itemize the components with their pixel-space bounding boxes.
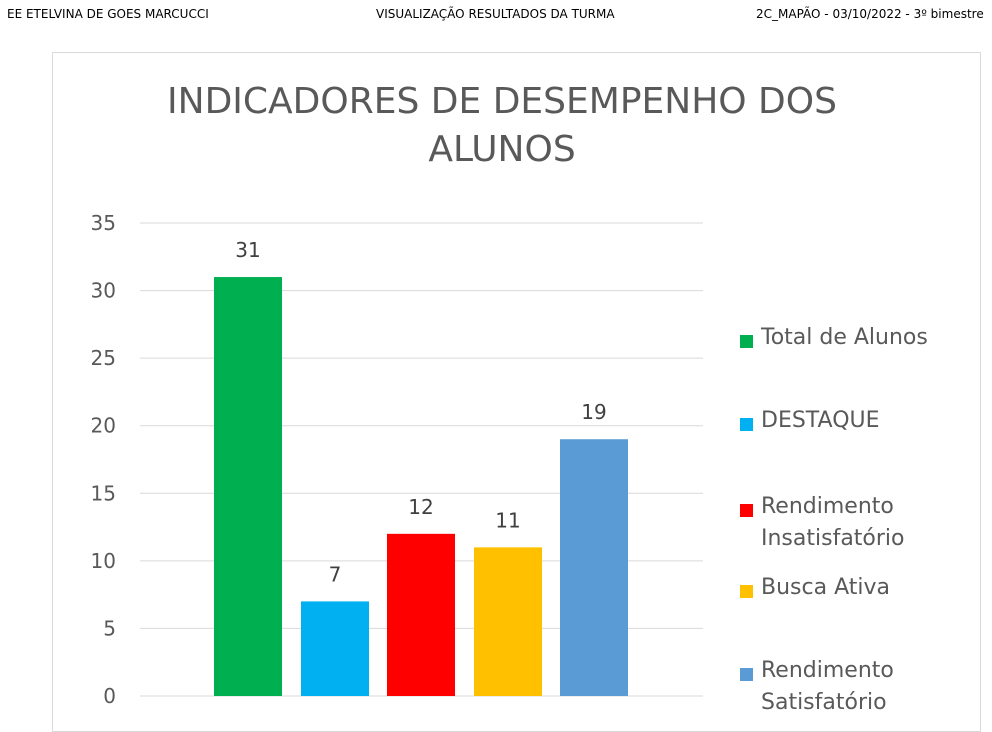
header-school-name: EE ETELVINA DE GOES MARCUCCI [7,7,209,21]
bar-0 [214,277,282,696]
chart-title-line2: ALUNOS [428,129,576,170]
legend-swatch-2 [740,504,753,517]
bar-4 [560,439,628,696]
legend-label-2: Rendimento Insatisfatório [761,494,905,551]
y-tick-label-35: 35 [91,211,116,235]
y-tick-label-5: 5 [103,616,116,640]
y-tick-label-15: 15 [91,481,116,505]
legend-label-3: Busca Ativa [761,575,890,600]
legend-label-4: Rendimento Satisfatório [761,658,894,715]
header-report-info: 2C_MAPÃO - 03/10/2022 - 3º bimestre [756,7,984,21]
legend-label-1: DESTAQUE [761,408,880,433]
y-tick-label-20: 20 [91,414,116,438]
bar-2 [387,533,455,696]
data-label-4: 19 [581,400,606,424]
chart-title-line1: INDICADORES DE DESEMPENHO DOS [167,81,837,122]
data-label-2: 12 [408,495,433,519]
chart-title: INDICADORES DE DESEMPENHO DOS ALUNOS [0,78,992,174]
y-tick-label-30: 30 [91,279,116,303]
legend-swatch-1 [740,418,753,431]
legend-swatch-3 [740,585,753,598]
bar-1 [301,601,369,696]
data-label-1: 7 [329,562,342,586]
y-tick-label-25: 25 [91,346,116,370]
bar-3 [474,547,542,696]
data-label-0: 31 [235,238,260,262]
y-tick-label-10: 10 [91,549,116,573]
y-tick-label-0: 0 [103,684,116,708]
legend-label-0: Total de Alunos [761,325,928,350]
legend-swatch-4 [740,668,753,681]
data-label-3: 11 [495,508,520,532]
legend-swatch-0 [740,335,753,348]
header-report-title: VISUALIZAÇÃO RESULTADOS DA TURMA [376,7,615,21]
